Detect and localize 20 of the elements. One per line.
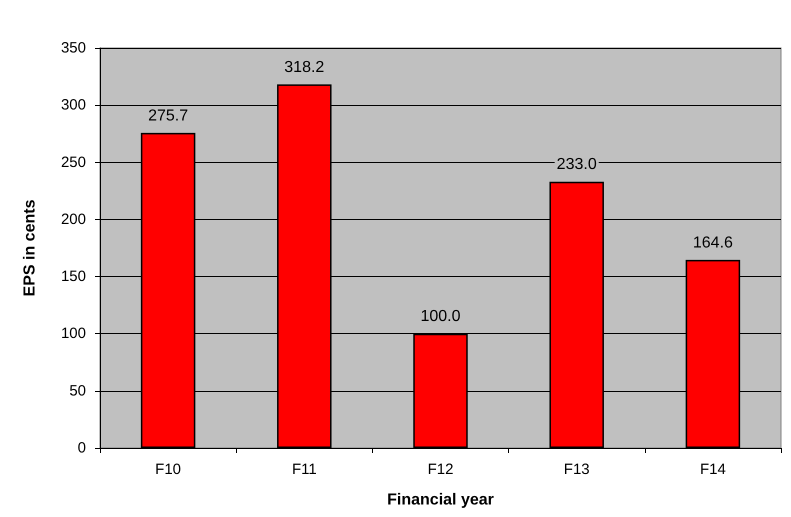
data-label: 233.0 bbox=[556, 156, 597, 174]
y-tick-label: 0 bbox=[78, 440, 86, 456]
data-label: 318.2 bbox=[284, 58, 324, 76]
x-axis-title: Financial year bbox=[387, 492, 494, 508]
y-tick-label: 300 bbox=[60, 96, 86, 114]
data-label: 100.0 bbox=[420, 308, 461, 326]
y-tick-label: 250 bbox=[60, 154, 86, 171]
x-tick-label: F13 bbox=[564, 461, 590, 478]
x-tick-label: F14 bbox=[700, 461, 726, 478]
x-tick-label: F10 bbox=[155, 461, 182, 478]
data-label: 164.6 bbox=[692, 234, 734, 252]
y-tick-label: 350 bbox=[60, 40, 86, 56]
y-axis-title: EPS in cents bbox=[22, 199, 38, 296]
y-tick-label: 100 bbox=[60, 325, 86, 342]
y-tick-label: 200 bbox=[60, 210, 86, 228]
y-tick-label: 50 bbox=[69, 382, 86, 400]
y-tick-label: 150 bbox=[60, 268, 86, 286]
x-tick-label: F12 bbox=[428, 461, 454, 478]
x-tick-label: F11 bbox=[292, 461, 317, 478]
data-label: 275.7 bbox=[148, 107, 188, 124]
